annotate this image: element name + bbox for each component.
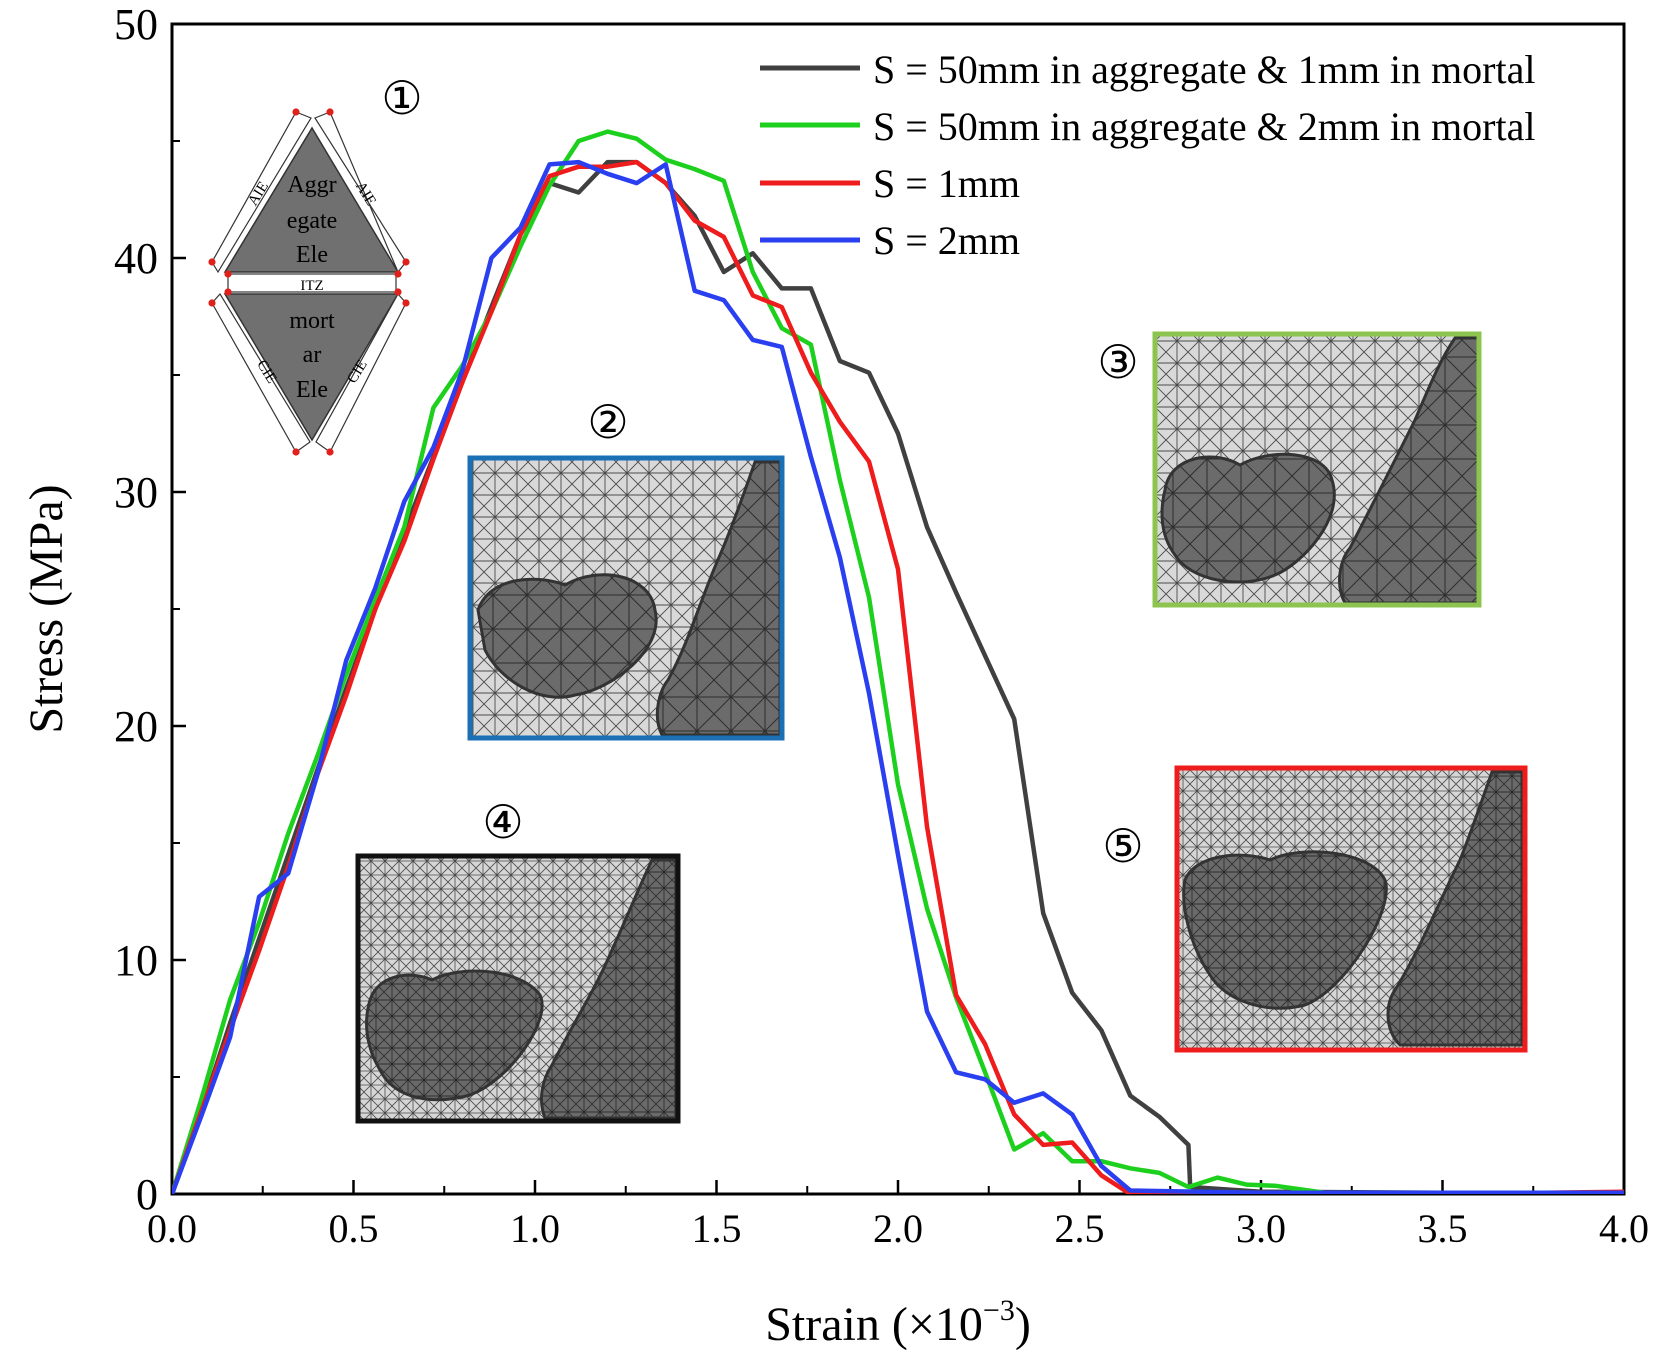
mesh-inset-2 bbox=[467, 455, 785, 741]
itz-band bbox=[227, 273, 397, 293]
x-tick-label: 2.0 bbox=[873, 1206, 923, 1251]
aggregate-label-3: Ele bbox=[296, 242, 328, 268]
mortar-element bbox=[223, 293, 400, 442]
legend-label-1: S = 50mm in aggregate & 2mm in mortal bbox=[873, 104, 1535, 149]
mortar-label-1: mort bbox=[289, 308, 335, 334]
aggregate-label-1: Aggr bbox=[287, 172, 336, 198]
annotation-4: ④ bbox=[482, 797, 523, 848]
x-axis-label-exponent: −3 bbox=[983, 1294, 1015, 1327]
y-tick-label: 20 bbox=[114, 702, 158, 751]
annotation-1: ① bbox=[381, 73, 422, 124]
element-schematic: Aggr egate Ele ITZ mort ar Ele AIE AIE C… bbox=[208, 108, 410, 456]
mesh-inset-5 bbox=[1174, 765, 1528, 1053]
series-line-2 bbox=[172, 159, 1624, 1194]
aggregate-element bbox=[223, 126, 400, 273]
y-tick-label: 0 bbox=[136, 1170, 158, 1219]
legend-label-3: S = 2mm bbox=[873, 218, 1020, 263]
mesh-inset-3-frame bbox=[1152, 331, 1482, 608]
y-axis-label: Stress (MPa) bbox=[20, 484, 73, 733]
x-axis-label-main: Strain (×10 bbox=[765, 1298, 983, 1351]
mesh-inset-2-frame bbox=[467, 455, 785, 741]
legend-label-0: S = 50mm in aggregate & 1mm in mortal bbox=[873, 47, 1535, 92]
x-axis-ticks: 0.0 0.5 1.0 1.5 2.0 2.5 3.0 3.5 4.0 bbox=[147, 1180, 1649, 1251]
mesh-inset-3 bbox=[1152, 331, 1482, 608]
annotation-2: ② bbox=[587, 397, 628, 448]
annotation-5: ⑤ bbox=[1102, 821, 1143, 872]
x-axis-label-close: ) bbox=[1015, 1298, 1031, 1351]
x-tick-label: 1.0 bbox=[510, 1206, 560, 1251]
legend-label-2: S = 1mm bbox=[873, 161, 1020, 206]
y-tick-label: 50 bbox=[114, 0, 158, 49]
mortar-label-3: Ele bbox=[296, 377, 328, 403]
cie-left bbox=[211, 292, 311, 453]
element-nodes bbox=[208, 108, 410, 456]
x-axis-label: Strain (×10−3) bbox=[765, 1294, 1031, 1351]
x-tick-label: 3.5 bbox=[1418, 1206, 1468, 1251]
series-line-3 bbox=[172, 159, 1624, 1194]
x-tick-label: 0.0 bbox=[147, 1206, 197, 1251]
legend: S = 50mm in aggregate & 1mm in mortal S … bbox=[760, 47, 1535, 263]
y-axis-ticks: 0 10 20 30 40 50 bbox=[114, 0, 186, 1219]
y-tick-label: 30 bbox=[114, 468, 158, 517]
mesh-inset-4 bbox=[355, 853, 681, 1124]
x-tick-label: 3.0 bbox=[1236, 1206, 1286, 1251]
mesh-inset-4-frame bbox=[355, 853, 681, 1124]
aggregate-label-2: egate bbox=[287, 208, 338, 234]
y-tick-label: 10 bbox=[114, 936, 158, 985]
x-tick-label: 0.5 bbox=[329, 1206, 379, 1251]
series-lines bbox=[172, 129, 1624, 1194]
mortar-label-2: ar bbox=[303, 342, 322, 368]
x-tick-label: 1.5 bbox=[692, 1206, 742, 1251]
cie-right bbox=[315, 292, 407, 453]
x-tick-label: 4.0 bbox=[1599, 1206, 1649, 1251]
aie-left bbox=[211, 111, 312, 274]
itz-label: ITZ bbox=[300, 278, 323, 294]
y-tick-label: 40 bbox=[114, 234, 158, 283]
mesh-inset-5-frame bbox=[1174, 765, 1528, 1053]
annotation-3: ③ bbox=[1097, 337, 1138, 388]
x-tick-label: 2.5 bbox=[1055, 1206, 1105, 1251]
